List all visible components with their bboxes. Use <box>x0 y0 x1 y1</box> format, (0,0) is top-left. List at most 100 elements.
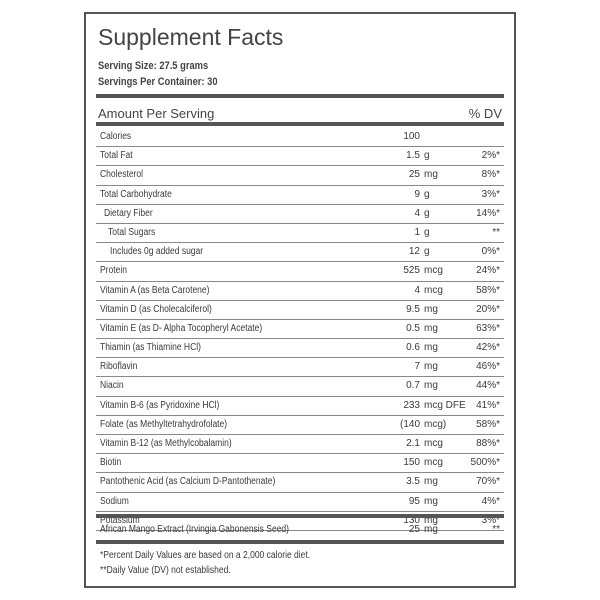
divider-thick <box>96 94 504 98</box>
nutrient-row: Thiamin (as Thiamine HCl) 0.6 mg 42%* <box>96 339 504 359</box>
nutrient-row: Vitamin E (as D- Alpha Tocopheryl Acetat… <box>96 320 504 340</box>
nutrient-dv: 500%* <box>470 457 500 469</box>
nutrient-amount: 2.1 <box>406 438 420 449</box>
nutrient-unit: mg <box>424 495 438 507</box>
nutrient-name: Vitamin A (as Beta Carotene) <box>100 284 210 296</box>
nutrient-amount: 233 <box>403 399 420 411</box>
nutrient-row: Folate (as Methyltetrahydrofolate) (140 … <box>96 416 504 435</box>
nutrient-dv: 8%* <box>481 169 500 181</box>
nutrient-unit: g <box>424 207 430 219</box>
nutrient-unit: mg <box>424 303 438 315</box>
nutrient-dv: 2%* <box>481 150 500 162</box>
nutrient-dv: 14%* <box>476 207 500 219</box>
nutrient-amount: 4 <box>414 284 420 296</box>
nutrient-name: Folate (as Methyltetrahydrofolate) <box>100 418 228 430</box>
nutrient-name: Vitamin B-6 (as Pyridoxine HCl) <box>100 399 220 411</box>
nutrient-table: Calories 100 Total Fat 1.5 g 2%* Choleste… <box>96 128 504 531</box>
nutrient-name: Sodium <box>100 495 129 507</box>
nutrient-row: Dietary Fiber 4 g 14%* <box>96 205 504 224</box>
nutrient-row: Pantothenic Acid (as Calcium D-Pantothen… <box>96 473 504 493</box>
panel-title: Supplement Facts <box>98 24 284 50</box>
nutrient-name: Total Carbohydrate <box>100 188 172 200</box>
nutrient-dv: 41%* <box>476 399 500 411</box>
nutrient-row: Cholesterol 25 mg 8%* <box>96 166 504 186</box>
nutrient-unit: mg <box>424 342 438 354</box>
serving-size: Serving Size: 27.5 grams <box>98 60 209 72</box>
nutrient-name: Biotin <box>100 457 122 469</box>
nutrient-unit: g <box>424 188 430 200</box>
nutrient-name: Includes 0g added sugar <box>110 246 204 258</box>
nutrient-unit: g <box>424 246 430 258</box>
nutrient-row: Protein 525 mcg 24%* <box>96 262 504 282</box>
nutrient-unit: g <box>424 150 430 162</box>
footnote: *Percent Daily Values are based on a 2,0… <box>100 550 311 561</box>
nutrient-row: Vitamin A (as Beta Carotene) 4 mcg 58%* <box>96 282 504 301</box>
nutrient-name: Cholesterol <box>100 169 144 181</box>
nutrient-name: Protein <box>100 265 127 277</box>
nutrient-row: Calories 100 <box>96 128 504 148</box>
nutrient-row: Vitamin B-6 (as Pyridoxine HCl) 233 mcg … <box>96 397 504 416</box>
nutrient-name: Niacin <box>100 380 124 392</box>
nutrient-dv: 0%* <box>481 246 500 258</box>
nutrient-row: Total Fat 1.5 g 2%* <box>96 147 504 167</box>
nutrient-amount: 525 <box>403 265 420 277</box>
nutrient-unit: mg <box>424 514 438 526</box>
nutrient-unit: g <box>424 226 430 238</box>
nutrient-name: Riboflavin <box>100 361 138 373</box>
proprietary-row: African Mango Extract (Irvingia Gabonens… <box>96 520 504 540</box>
nutrient-dv: 24%* <box>476 265 500 277</box>
nutrient-dv: 44%* <box>476 380 500 392</box>
nutrient-unit: mg <box>424 476 438 488</box>
nutrient-amount: 3.5 <box>406 476 420 488</box>
nutrient-unit: mcg) <box>424 418 447 430</box>
nutrient-dv: 63%* <box>476 322 500 334</box>
divider-thick <box>96 540 504 544</box>
nutrient-unit: mg <box>424 169 438 181</box>
nutrient-row: Niacin 0.7 mg 44%* <box>96 377 504 397</box>
nutrient-row: Biotin 150 mcg 500%* <box>96 454 504 474</box>
nutrient-row: Includes 0g added sugar 12 g 0%* <box>96 243 504 263</box>
nutrient-dv: 46%* <box>476 361 500 373</box>
nutrient-amount: 130 <box>403 514 420 526</box>
nutrient-name: Dietary Fiber <box>104 207 153 219</box>
nutrient-row: Vitamin D (as Cholecalciferol) 9.5 mg 20… <box>96 301 504 320</box>
nutrient-amount: 9.5 <box>406 303 420 315</box>
nutrient-dv: 4%* <box>481 495 500 507</box>
nutrient-amount: (140 <box>399 418 420 430</box>
nutrient-unit: mcg <box>424 438 443 449</box>
nutrient-dv: 88%* <box>476 438 500 449</box>
nutrient-name: Calories <box>100 131 132 142</box>
divider-thick <box>96 514 504 518</box>
nutrient-name: Vitamin E (as D- Alpha Tocopheryl Acetat… <box>100 322 263 334</box>
nutrient-row: Potassium 130 mg 3%* <box>96 512 504 531</box>
nutrient-dv: 42%* <box>476 342 500 354</box>
nutrient-unit: mcg <box>424 265 443 277</box>
nutrient-name: Vitamin D (as Cholecalciferol) <box>100 303 212 315</box>
nutrient-unit: mg <box>424 322 438 334</box>
nutrient-unit: mg <box>424 380 438 392</box>
nutrient-dv: 3%* <box>481 514 500 526</box>
nutrient-name: Total Fat <box>100 150 133 162</box>
ingredient-unit: mg <box>424 524 438 535</box>
nutrient-amount: 150 <box>403 457 420 469</box>
ingredient-dv: ** <box>492 524 500 535</box>
nutrient-row: Sodium 95 mg 4%* <box>96 493 504 512</box>
nutrient-dv: 3%* <box>481 188 500 200</box>
nutrient-amount: 1.5 <box>406 150 420 162</box>
nutrient-name: Potassium <box>100 514 140 526</box>
nutrient-name: Pantothenic Acid (as Calcium D-Pantothen… <box>100 476 276 488</box>
nutrient-row: Riboflavin 7 mg 46%* <box>96 358 504 378</box>
nutrient-name: Thiamin (as Thiamine HCl) <box>100 342 201 354</box>
nutrient-row: Total Carbohydrate 9 g 3%* <box>96 186 504 205</box>
nutrient-amount: 25 <box>408 169 420 181</box>
supplement-facts-panel: Supplement Facts Serving Size: 27.5 gram… <box>84 12 516 588</box>
nutrient-unit: mcg <box>424 284 443 296</box>
dv-header: % DV <box>468 106 502 121</box>
nutrient-amount: 0.7 <box>406 380 420 392</box>
nutrient-amount: 9 <box>414 188 420 200</box>
ingredient-amount: 25 <box>408 524 420 535</box>
nutrient-row: Vitamin B-12 (as Methylcobalamin) 2.1 mc… <box>96 435 504 455</box>
ingredient-name: African Mango Extract (Irvingia Gabonens… <box>100 524 289 535</box>
nutrient-amount: 7 <box>414 361 420 373</box>
nutrient-dv: 58%* <box>476 418 500 430</box>
